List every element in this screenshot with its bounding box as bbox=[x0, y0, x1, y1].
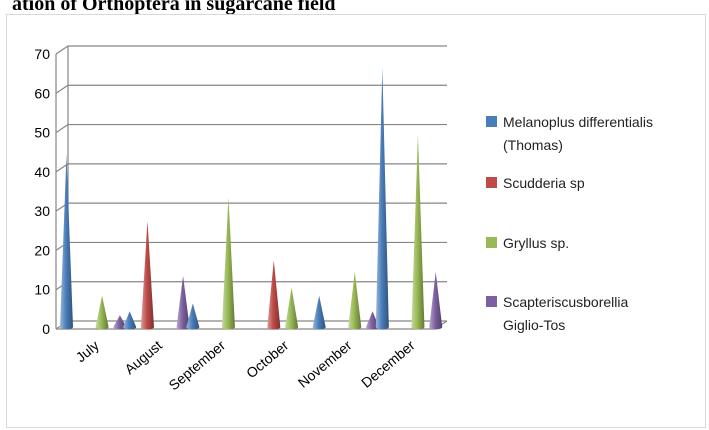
grid-lines bbox=[55, 45, 447, 330]
legend: Melanoplus differentialis (Thomas) Scudder… bbox=[486, 114, 653, 333]
cone-december-series-1 bbox=[375, 67, 389, 330]
x-tick-label: November bbox=[295, 337, 355, 391]
gridline bbox=[55, 163, 447, 173]
cone-july-series-4 bbox=[113, 315, 127, 330]
x-tick-label: August bbox=[121, 337, 165, 377]
category-labels: July August September October November Decemb… bbox=[73, 337, 418, 393]
legend-label: Scudderia sp bbox=[503, 175, 585, 191]
legend-swatch bbox=[486, 237, 497, 248]
gridline bbox=[55, 84, 447, 94]
title-bar: ation of Orthoptera in sugarcane field bbox=[0, 0, 460, 18]
cone-december-series-3 bbox=[411, 134, 425, 330]
chart-frame bbox=[6, 14, 706, 428]
cone-december-series-4 bbox=[429, 272, 443, 330]
cone-august-series-4 bbox=[176, 275, 190, 330]
x-tick-label: October bbox=[243, 337, 292, 381]
cone-july-series-1 bbox=[60, 154, 73, 330]
x-tick-label: December bbox=[358, 337, 418, 391]
legend-label: Giglio-Tos bbox=[503, 317, 565, 333]
y-tick-label: 30 bbox=[34, 203, 50, 219]
cone-september-series-3 bbox=[221, 197, 235, 330]
legend-label: Scapteriscusborellia bbox=[503, 294, 628, 310]
legend-label: (Thomas) bbox=[503, 137, 563, 153]
legend-swatch bbox=[486, 177, 497, 188]
y-tick-label: 40 bbox=[34, 164, 50, 180]
gridline bbox=[55, 123, 447, 134]
legend-label: Melanoplus differentialis bbox=[503, 114, 653, 130]
chart-title: ation of Orthoptera in sugarcane field bbox=[12, 0, 336, 15]
x-tick-label: September bbox=[166, 337, 229, 393]
gridline bbox=[55, 281, 447, 291]
y-tick-label: 50 bbox=[34, 125, 50, 141]
legend-swatch bbox=[486, 116, 497, 127]
cone-july-series-3 bbox=[95, 295, 109, 330]
gridline bbox=[55, 45, 447, 55]
y-tick-label: 20 bbox=[34, 242, 50, 258]
cone-august-series-2 bbox=[140, 220, 154, 330]
cone-november-series-4 bbox=[366, 311, 380, 330]
y-tick-label: 70 bbox=[34, 46, 50, 62]
legend-label: Gryllus sp. bbox=[503, 235, 569, 251]
cone-october-series-3 bbox=[285, 287, 299, 330]
y-tick-label: 0 bbox=[42, 321, 50, 337]
cone-november-series-1 bbox=[312, 295, 326, 330]
y-tick-label: 10 bbox=[34, 282, 50, 298]
cone-november-series-3 bbox=[348, 272, 362, 330]
data-cones bbox=[60, 67, 443, 330]
cone-october-series-2 bbox=[267, 260, 281, 330]
gridline bbox=[55, 202, 447, 212]
legend-swatch bbox=[486, 296, 497, 307]
cone-september-series-1 bbox=[186, 303, 200, 330]
y-tick-label: 60 bbox=[34, 85, 50, 101]
gridline bbox=[55, 241, 447, 251]
x-tick-label: July bbox=[73, 337, 102, 365]
cone-august-series-1 bbox=[123, 311, 137, 330]
